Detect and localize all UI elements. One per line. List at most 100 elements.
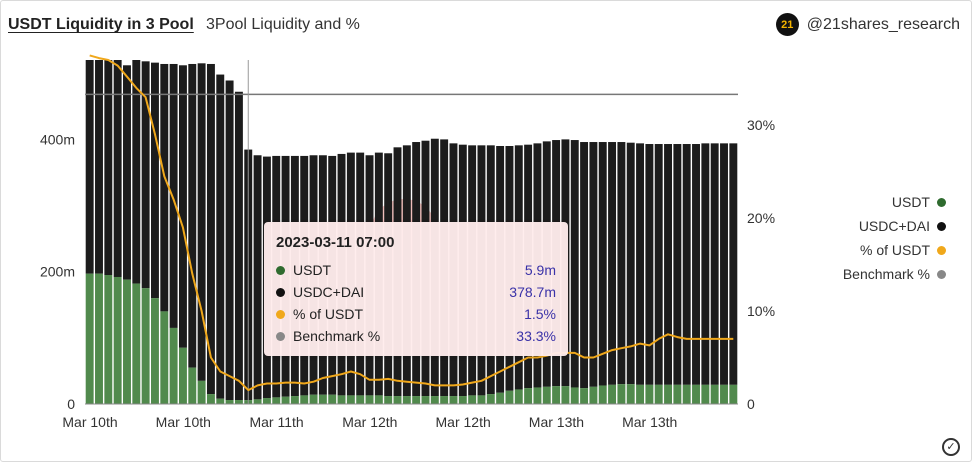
- y-right-tick-label: 20%: [747, 210, 775, 226]
- bar-usdt: [710, 384, 719, 404]
- legend-dot: [937, 245, 946, 255]
- legend-item-usdt[interactable]: USDT: [843, 190, 946, 214]
- bar-usdt: [645, 384, 654, 404]
- bar-usdc-dai: [178, 65, 187, 348]
- legend-item-usdc-dai[interactable]: USDC+DAI: [843, 214, 946, 238]
- bar-usdc-dai: [216, 74, 225, 399]
- x-tick-label: Mar 13th: [529, 414, 584, 430]
- bar-usdt: [169, 327, 178, 404]
- bar-usdc-dai: [617, 142, 626, 385]
- bar-usdt: [384, 396, 393, 404]
- tooltip-dot: [276, 265, 285, 275]
- bar-usdt: [113, 276, 122, 404]
- legend-label: Benchmark %: [842, 266, 930, 282]
- legend-dot: [937, 221, 946, 231]
- tooltip-dot: [276, 331, 285, 341]
- bar-usdc-dai: [160, 63, 169, 312]
- bar-usdt: [617, 384, 626, 404]
- brand-handle: @21shares_research: [806, 15, 960, 33]
- bar-usdt: [85, 273, 94, 404]
- bar-usdt: [682, 384, 691, 404]
- bar-usdc-dai: [729, 143, 738, 385]
- bar-usdt: [524, 388, 533, 404]
- chart-title[interactable]: USDT Liquidity in 3 Pool: [8, 16, 194, 33]
- y-right-tick-label: 10%: [747, 303, 775, 319]
- bar-usdc-dai: [188, 63, 197, 368]
- x-tick-label: Mar 11th: [249, 414, 303, 430]
- bar-usdt: [151, 298, 159, 404]
- bar-usdt: [626, 384, 635, 404]
- bar-usdc-dai: [701, 143, 710, 385]
- bar-usdt: [496, 392, 505, 404]
- tooltip-dot: [276, 309, 285, 319]
- bar-usdt: [374, 395, 383, 404]
- legend-dot: [937, 269, 946, 279]
- bar-usdc-dai: [132, 60, 141, 284]
- tooltip-row-usdt: USDT 5.9m: [276, 260, 556, 280]
- bar-usdt: [701, 384, 710, 404]
- bar-usdc-dai: [225, 80, 234, 401]
- tooltip-title: 2023-03-11 07:00: [276, 234, 395, 251]
- bar-usdt: [178, 347, 187, 404]
- bar-usdt: [402, 396, 411, 404]
- bar-usdc-dai: [692, 144, 700, 385]
- tooltip-label: USDT: [293, 262, 332, 278]
- bar-usdt: [533, 387, 542, 404]
- bar-usdt: [95, 273, 103, 404]
- bar-usdt: [692, 384, 700, 404]
- bar-usdc-dai: [85, 60, 94, 274]
- legend-label: USDT: [891, 194, 930, 210]
- bar-usdt: [262, 398, 271, 404]
- bar-usdt: [234, 400, 243, 404]
- bar-usdt: [188, 367, 197, 404]
- bar-usdt: [272, 397, 281, 404]
- bar-usdc-dai: [710, 143, 719, 385]
- bar-usdt: [365, 395, 374, 404]
- chart-subtitle: 3Pool Liquidity and %: [206, 16, 360, 33]
- bar-usdc-dai: [206, 63, 215, 395]
- bar-usdt: [440, 396, 449, 404]
- bar-usdt: [636, 384, 645, 404]
- bar-usdt: [664, 384, 672, 404]
- bar-usdc-dai: [253, 155, 262, 400]
- bar-usdt: [393, 396, 402, 404]
- tooltip-label: % of USDT: [293, 306, 364, 322]
- bar-usdt: [318, 394, 327, 404]
- bar-usdt: [337, 395, 346, 404]
- y-left-tick-label: 400m: [40, 131, 75, 147]
- bar-usdc-dai: [626, 142, 635, 385]
- bar-usdt: [216, 398, 225, 404]
- bar-usdt: [570, 387, 579, 404]
- y-right-tick-label: 0: [747, 396, 755, 412]
- bar-usdt: [253, 399, 262, 404]
- bar-usdt: [468, 395, 477, 404]
- bar-usdt: [123, 279, 131, 404]
- tooltip-label: USDC+DAI: [293, 284, 365, 300]
- tooltip-row-benchmark: Benchmark % 33.3%: [276, 326, 556, 346]
- bar-usdc-dai: [645, 144, 654, 385]
- bar-usdt: [552, 386, 561, 404]
- bar-usdt: [729, 384, 738, 404]
- bar-usdt: [141, 288, 150, 404]
- bar-usdt: [328, 394, 337, 404]
- tooltip-value: 33.3%: [516, 328, 556, 344]
- bar-usdc-dai: [654, 144, 663, 385]
- legend-label: % of USDT: [859, 242, 930, 258]
- bar-usdc-dai: [589, 142, 598, 387]
- bar-usdt: [720, 384, 728, 404]
- tooltip-row-usdc-dai: USDC+DAI 378.7m: [276, 282, 556, 302]
- bar-usdc-dai: [197, 63, 206, 381]
- tooltip-value: 5.9m: [524, 262, 556, 278]
- bar-usdt: [309, 394, 318, 404]
- bar-usdc-dai: [151, 62, 159, 299]
- bar-usdt: [356, 395, 365, 404]
- bar-usdt: [505, 390, 514, 404]
- lines: [85, 54, 738, 404]
- bar-usdt: [104, 275, 113, 404]
- bar-usdt: [486, 394, 495, 404]
- bar-usdc-dai: [673, 144, 682, 385]
- check-circle-icon[interactable]: ✓: [942, 438, 960, 456]
- legend-item-pct-usdt[interactable]: % of USDT: [843, 238, 946, 262]
- bar-usdc-dai: [141, 61, 150, 289]
- legend-item-benchmark[interactable]: Benchmark %: [843, 262, 946, 286]
